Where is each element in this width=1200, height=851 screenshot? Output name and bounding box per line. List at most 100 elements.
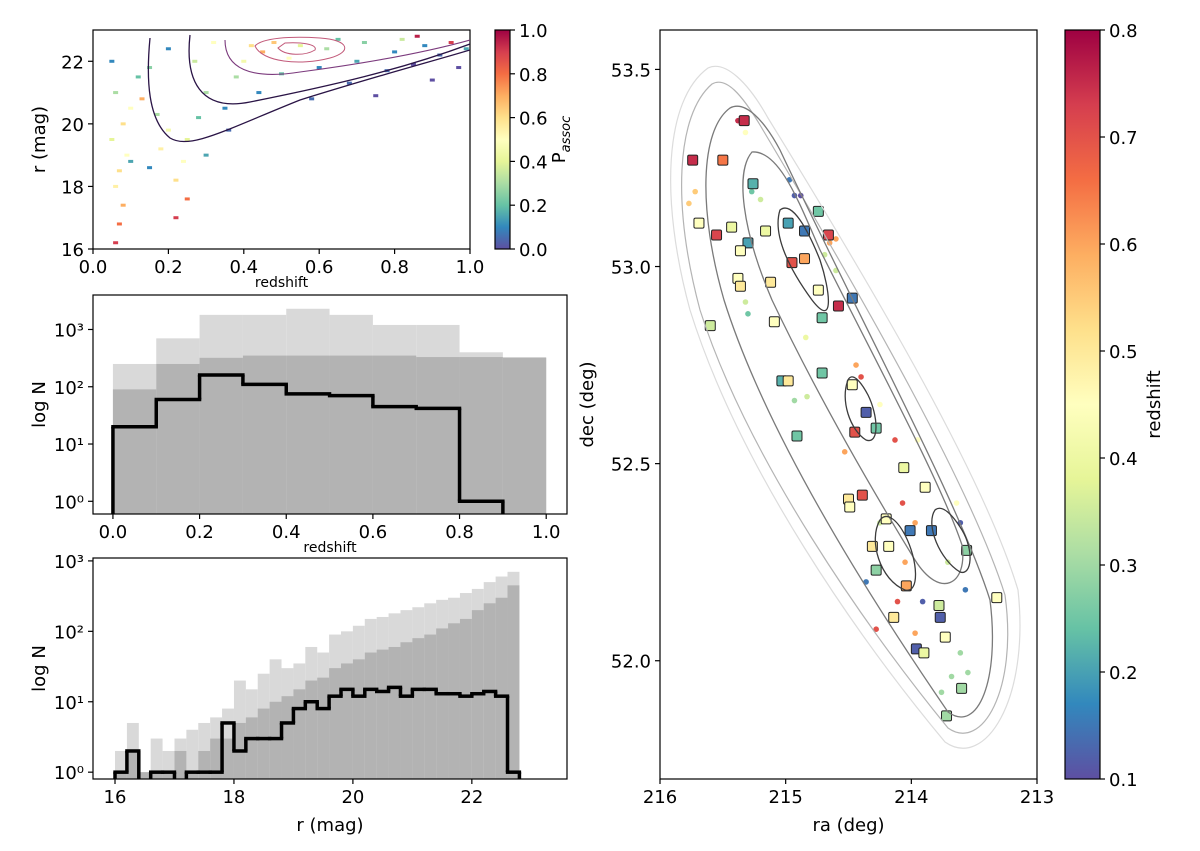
hist-bar bbox=[138, 772, 151, 779]
point bbox=[938, 689, 945, 696]
y-axis-label: log N bbox=[29, 381, 50, 428]
point bbox=[765, 276, 777, 288]
point bbox=[892, 437, 898, 443]
point bbox=[904, 525, 916, 537]
point bbox=[734, 280, 746, 292]
contour bbox=[681, 81, 1009, 734]
point bbox=[812, 284, 824, 296]
point bbox=[953, 500, 960, 506]
hist-bar bbox=[162, 772, 175, 779]
y-tick-label: 52.5 bbox=[611, 455, 651, 476]
point bbox=[748, 188, 755, 195]
point bbox=[693, 217, 705, 229]
hist-bar bbox=[424, 634, 437, 779]
contour bbox=[705, 105, 994, 718]
point bbox=[799, 253, 811, 265]
hist2d-cell bbox=[165, 128, 171, 132]
point bbox=[686, 200, 692, 207]
colorbar-tick-label: 0.4 bbox=[1109, 449, 1138, 470]
contour bbox=[254, 36, 346, 63]
hist2d-cell bbox=[399, 37, 405, 41]
y-tick-label: 10⁰ bbox=[54, 492, 84, 513]
point bbox=[858, 374, 864, 380]
point bbox=[962, 586, 969, 593]
point bbox=[832, 300, 844, 312]
x-axis-label: redshift bbox=[303, 540, 357, 556]
point bbox=[870, 564, 882, 576]
x-tick-label: 0.0 bbox=[99, 522, 128, 543]
hist2d-cell bbox=[422, 44, 428, 48]
hist-bar bbox=[186, 772, 199, 779]
hist-bar bbox=[341, 663, 353, 779]
hist-bar bbox=[329, 668, 342, 779]
axes-frame bbox=[92, 557, 568, 780]
point bbox=[863, 579, 869, 585]
hist-bar bbox=[459, 357, 503, 514]
hist-bar bbox=[364, 652, 377, 779]
hist2d-cell bbox=[373, 94, 379, 98]
hist2d-cell bbox=[429, 78, 435, 82]
colorbar-tick-label: 0.3 bbox=[1109, 556, 1138, 577]
x-tick-label: 214 bbox=[894, 787, 928, 808]
hist-bar bbox=[257, 708, 270, 779]
hist2d-cell bbox=[113, 91, 119, 95]
point bbox=[782, 217, 794, 229]
point bbox=[965, 669, 971, 676]
point bbox=[934, 611, 946, 623]
hist-bar bbox=[126, 750, 139, 779]
x-axis-label: ra (deg) bbox=[812, 815, 884, 836]
point bbox=[726, 221, 738, 233]
colorbar-tick-label: 0.6 bbox=[1109, 235, 1138, 256]
hist2d-cell bbox=[248, 44, 254, 48]
point bbox=[941, 710, 953, 722]
hist2d-cell bbox=[116, 169, 122, 173]
point bbox=[745, 311, 751, 317]
point bbox=[804, 393, 810, 400]
hist-bar bbox=[388, 646, 401, 779]
colorbar-tick-label: 0.2 bbox=[519, 196, 548, 217]
point bbox=[939, 631, 951, 643]
hist2d-cell bbox=[139, 97, 145, 101]
y-tick-label: 22 bbox=[61, 52, 84, 73]
y-tick-label: 53.5 bbox=[611, 60, 651, 81]
point bbox=[933, 600, 945, 612]
hist-bar bbox=[412, 638, 425, 779]
hist-bar bbox=[495, 597, 508, 779]
hist2d-cell bbox=[241, 59, 247, 63]
x-tick-label: 1.0 bbox=[532, 522, 561, 543]
hist2d-cell bbox=[309, 97, 315, 101]
hist-bar bbox=[305, 680, 318, 779]
y-tick-label: 10¹ bbox=[54, 435, 84, 456]
hist-bar bbox=[245, 717, 258, 779]
contours bbox=[147, 34, 1021, 749]
point bbox=[791, 430, 803, 442]
point bbox=[894, 598, 901, 605]
hist2d-cell bbox=[354, 59, 360, 63]
hist2d-cell bbox=[361, 41, 367, 45]
colorbar-tick-label: 0.8 bbox=[519, 65, 548, 86]
point bbox=[844, 501, 856, 513]
hist-bar bbox=[448, 623, 460, 779]
hist2d-cell bbox=[222, 106, 228, 110]
point bbox=[742, 129, 749, 136]
axes-frame bbox=[92, 29, 471, 250]
contour bbox=[670, 65, 1021, 749]
axes-frame bbox=[659, 29, 1038, 780]
y-tick-label: 18 bbox=[61, 177, 84, 198]
point bbox=[791, 397, 798, 404]
hist-bar bbox=[281, 696, 294, 779]
y-tick-label: 10³ bbox=[54, 552, 84, 573]
hist-bar bbox=[317, 677, 330, 779]
x-tick-label: 0.6 bbox=[305, 257, 334, 278]
colorbar-tick-label: 0.0 bbox=[519, 240, 548, 261]
hist2d-cell bbox=[158, 147, 164, 151]
x-tick-label: 0.0 bbox=[79, 257, 108, 278]
hist2d-cell bbox=[260, 50, 266, 54]
hist2d-cell bbox=[410, 62, 416, 66]
x-tick-label: 216 bbox=[643, 787, 677, 808]
point bbox=[919, 598, 926, 605]
hist2d-cell bbox=[165, 47, 171, 51]
point bbox=[802, 334, 809, 341]
hist2d-cell bbox=[135, 75, 141, 79]
contour bbox=[777, 207, 830, 312]
